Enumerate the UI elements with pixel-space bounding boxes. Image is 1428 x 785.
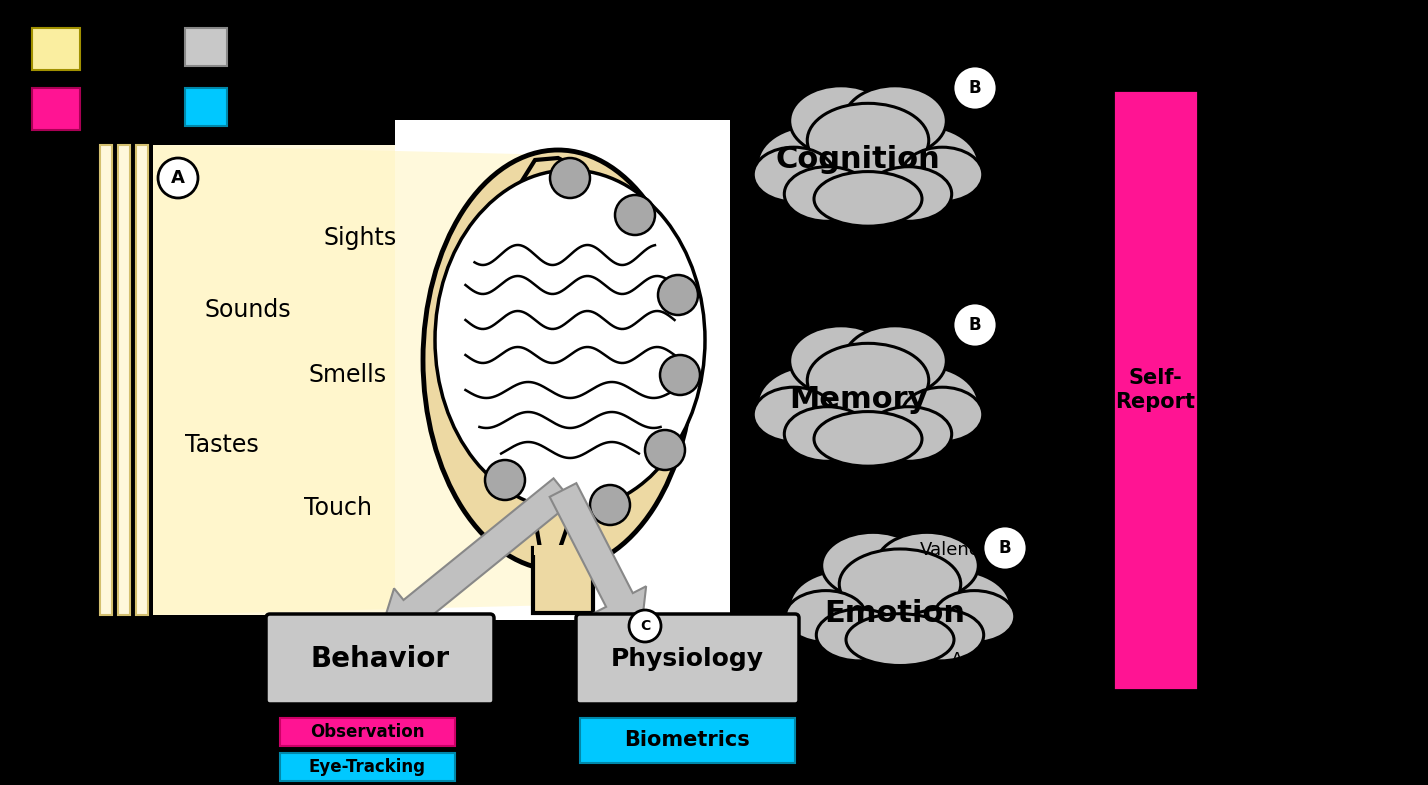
Ellipse shape [821,532,924,599]
Circle shape [550,158,590,198]
Circle shape [486,460,526,500]
Circle shape [645,430,685,470]
Bar [1112,90,1198,690]
FancyBboxPatch shape [533,548,593,613]
Text: Physiology: Physiology [611,647,764,671]
Ellipse shape [814,411,922,466]
Ellipse shape [875,532,978,599]
Circle shape [982,526,1027,570]
FancyBboxPatch shape [575,614,800,704]
Ellipse shape [840,549,961,619]
Bar [136,145,149,615]
Bar [580,718,795,763]
FancyBboxPatch shape [266,614,494,704]
Text: A: A [171,169,186,187]
Circle shape [658,275,698,315]
Bar [1112,90,1198,690]
Ellipse shape [934,590,1015,642]
Ellipse shape [814,172,922,226]
Text: Biometrics: Biometrics [624,730,750,750]
Polygon shape [550,483,645,640]
Text: Memory: Memory [788,385,927,414]
Ellipse shape [753,148,834,202]
Polygon shape [153,145,560,615]
Circle shape [159,158,198,198]
Circle shape [590,485,630,525]
Ellipse shape [790,86,892,156]
Polygon shape [500,158,625,548]
Text: Observation: Observation [310,723,424,741]
Text: C: C [640,619,650,633]
Text: Behavior: Behavior [310,645,450,673]
Bar [396,120,730,620]
Ellipse shape [901,148,982,202]
Bar [280,718,456,746]
Circle shape [660,355,700,395]
Ellipse shape [865,407,951,462]
Ellipse shape [844,86,947,156]
Text: Self-
Report: Self- Report [1115,367,1195,412]
Text: Tastes: Tastes [186,433,258,457]
Text: Sounds: Sounds [204,298,291,322]
Text: Emotion: Emotion [824,598,965,627]
Ellipse shape [865,126,978,204]
Ellipse shape [817,609,902,661]
Text: Eye-Tracking: Eye-Tracking [308,758,426,776]
Ellipse shape [901,387,982,442]
Text: B: B [968,316,981,334]
Bar [534,545,593,555]
Ellipse shape [820,547,981,649]
Ellipse shape [790,326,892,396]
Ellipse shape [807,104,928,177]
Ellipse shape [757,126,871,204]
Bar [100,145,111,615]
Bar [31,28,80,70]
Circle shape [952,66,997,110]
Ellipse shape [844,326,947,396]
Ellipse shape [897,609,984,661]
Ellipse shape [423,150,693,570]
Text: B: B [998,539,1011,557]
Bar [280,753,456,781]
Bar [153,145,506,615]
Ellipse shape [753,387,834,442]
Ellipse shape [790,570,902,644]
Ellipse shape [845,614,954,666]
Ellipse shape [787,341,950,448]
Ellipse shape [784,407,871,462]
Bar [1112,90,1198,690]
Text: B: B [968,79,981,97]
Circle shape [628,610,661,642]
Ellipse shape [897,570,1011,644]
Ellipse shape [784,166,871,221]
Ellipse shape [807,343,928,418]
Bar [186,28,227,66]
Text: Touch: Touch [304,496,373,520]
Text: Valence: Valence [920,541,991,559]
Ellipse shape [436,170,705,510]
Text: Cognition: Cognition [775,145,941,174]
Ellipse shape [865,366,978,444]
Circle shape [615,195,655,235]
Polygon shape [378,478,573,640]
Ellipse shape [757,366,871,444]
Text: Arousal: Arousal [951,651,1018,669]
Ellipse shape [785,590,867,642]
Text: Sights: Sights [323,226,397,250]
Ellipse shape [865,166,951,221]
Bar [31,88,80,130]
Bar [186,88,227,126]
Text: Smells: Smells [308,363,387,387]
Ellipse shape [787,101,950,209]
Circle shape [952,303,997,347]
Bar [119,145,130,615]
